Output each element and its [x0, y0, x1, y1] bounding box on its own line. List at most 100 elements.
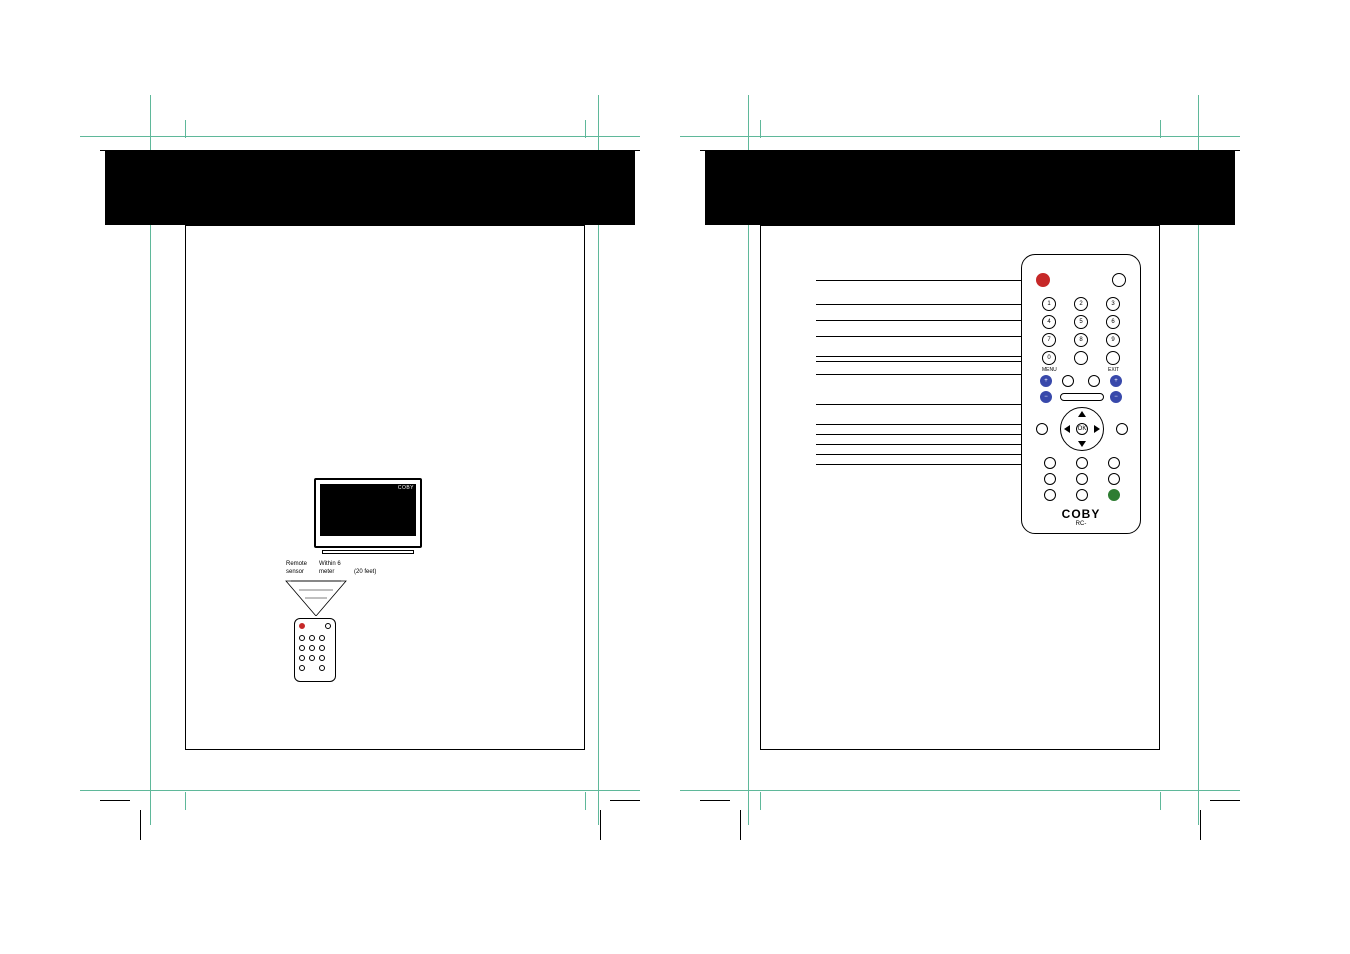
num-4-button: 4 [1042, 315, 1056, 329]
remote-button [1044, 473, 1056, 485]
remote-button [1076, 457, 1088, 469]
num-1-button: 1 [1042, 297, 1056, 311]
mini-remote-power [299, 623, 305, 629]
crop-mark [585, 120, 586, 138]
crop-mark [760, 792, 761, 810]
left-page: COBY Remote sensor Within 6 meter (20 fe… [185, 225, 585, 750]
caption-text: sensor [286, 569, 304, 575]
crop-mark [80, 790, 640, 791]
num-6-button: 6 [1106, 315, 1120, 329]
callout-line [816, 444, 1031, 445]
crop-tick [740, 810, 741, 840]
callout-line [816, 361, 1044, 362]
crop-mark [80, 136, 640, 137]
tv-screen [320, 484, 416, 536]
canvas: COBY Remote sensor Within 6 meter (20 fe… [0, 0, 1350, 954]
callout-line [816, 336, 1031, 337]
crop-tick [600, 810, 601, 840]
mini-remote-btn [319, 635, 325, 641]
remote-button [1044, 457, 1056, 469]
mini-remote-btn [299, 665, 305, 671]
mini-remote-btn [309, 655, 315, 661]
caption-within: Within 6 [319, 561, 341, 568]
mini-remote-btn [319, 645, 325, 651]
num-0-button: 0 [1042, 351, 1056, 365]
mini-remote-illustration [294, 618, 336, 682]
caption-text: (20 feet) [354, 569, 376, 575]
mini-remote-btn [299, 645, 305, 651]
remote-illustration: 1 2 3 4 5 6 7 8 9 0 MENU EXIT + + − − [1021, 254, 1141, 534]
callout-line [816, 374, 1034, 375]
mini-remote-btn [309, 645, 315, 651]
remote-button [1076, 473, 1088, 485]
remote-button [1088, 375, 1100, 387]
callout-line [816, 424, 1031, 425]
callout-line [816, 464, 1031, 465]
crop-tick [1210, 800, 1240, 801]
crop-mark [760, 120, 761, 138]
crop-tick [100, 800, 130, 801]
callout-line [816, 356, 1029, 357]
caption-text: Within 6 [319, 561, 341, 567]
remote-button [1108, 473, 1120, 485]
tv-brand-label: COBY [398, 485, 414, 491]
right-header-bar [705, 150, 1235, 225]
exit-label: EXIT [1108, 367, 1119, 373]
callout-line [816, 454, 1031, 455]
remote-button [1062, 375, 1074, 387]
caption-sensor: sensor [286, 569, 304, 576]
crop-tick [700, 800, 730, 801]
vol-down-button: − [1040, 391, 1052, 403]
power-button-icon [1036, 273, 1050, 287]
remote-pill [1060, 393, 1104, 401]
callout-line [816, 280, 1031, 281]
mini-remote-btn [325, 623, 331, 629]
remote-button [1116, 423, 1128, 435]
tv-illustration: COBY [314, 478, 422, 548]
num-7-button: 7 [1042, 333, 1056, 347]
caption-text: meter [319, 569, 334, 575]
callout-line [816, 434, 1031, 435]
remote-button [1076, 489, 1088, 501]
caption-text: Remote [286, 561, 307, 567]
crop-mark [680, 790, 1240, 791]
caption-feet: (20 feet) [354, 569, 376, 576]
crop-mark [1160, 120, 1161, 138]
num-5-button: 5 [1074, 315, 1088, 329]
mini-remote-btn [319, 665, 325, 671]
mini-remote-btn [309, 635, 315, 641]
remote-button [1108, 457, 1120, 469]
vol-up-button: + [1040, 375, 1052, 387]
remote-button [1112, 273, 1126, 287]
caption-remote: Remote [286, 561, 307, 568]
mini-remote-btn [299, 635, 305, 641]
crop-mark [680, 136, 1240, 137]
ch-down-button: − [1110, 391, 1122, 403]
callout-line [816, 320, 1031, 321]
tv-stand [322, 550, 414, 554]
crop-mark [1160, 792, 1161, 810]
right-page: 1 2 3 4 5 6 7 8 9 0 MENU EXIT + + − − [760, 225, 1160, 750]
remote-button [1074, 351, 1088, 365]
nav-arrows-icon [1060, 407, 1104, 451]
remote-button [1044, 489, 1056, 501]
remote-button [1036, 423, 1048, 435]
crop-tick [140, 810, 141, 840]
num-8-button: 8 [1074, 333, 1088, 347]
menu-label: MENU [1042, 367, 1057, 373]
left-header-bar [105, 150, 635, 225]
remote-button [1106, 351, 1120, 365]
mini-remote-btn [319, 655, 325, 661]
crop-mark [185, 792, 186, 810]
remote-button-green [1108, 489, 1120, 501]
signal-cone-icon [281, 576, 351, 616]
num-9-button: 9 [1106, 333, 1120, 347]
callout-line [816, 304, 1031, 305]
remote-brand: COBY [1022, 507, 1140, 521]
callout-line [816, 404, 1031, 405]
mini-remote-btn [299, 655, 305, 661]
crop-tick [1200, 810, 1201, 840]
caption-meter: meter [319, 569, 334, 576]
remote-model: RC- [1022, 521, 1140, 527]
crop-mark [585, 792, 586, 810]
